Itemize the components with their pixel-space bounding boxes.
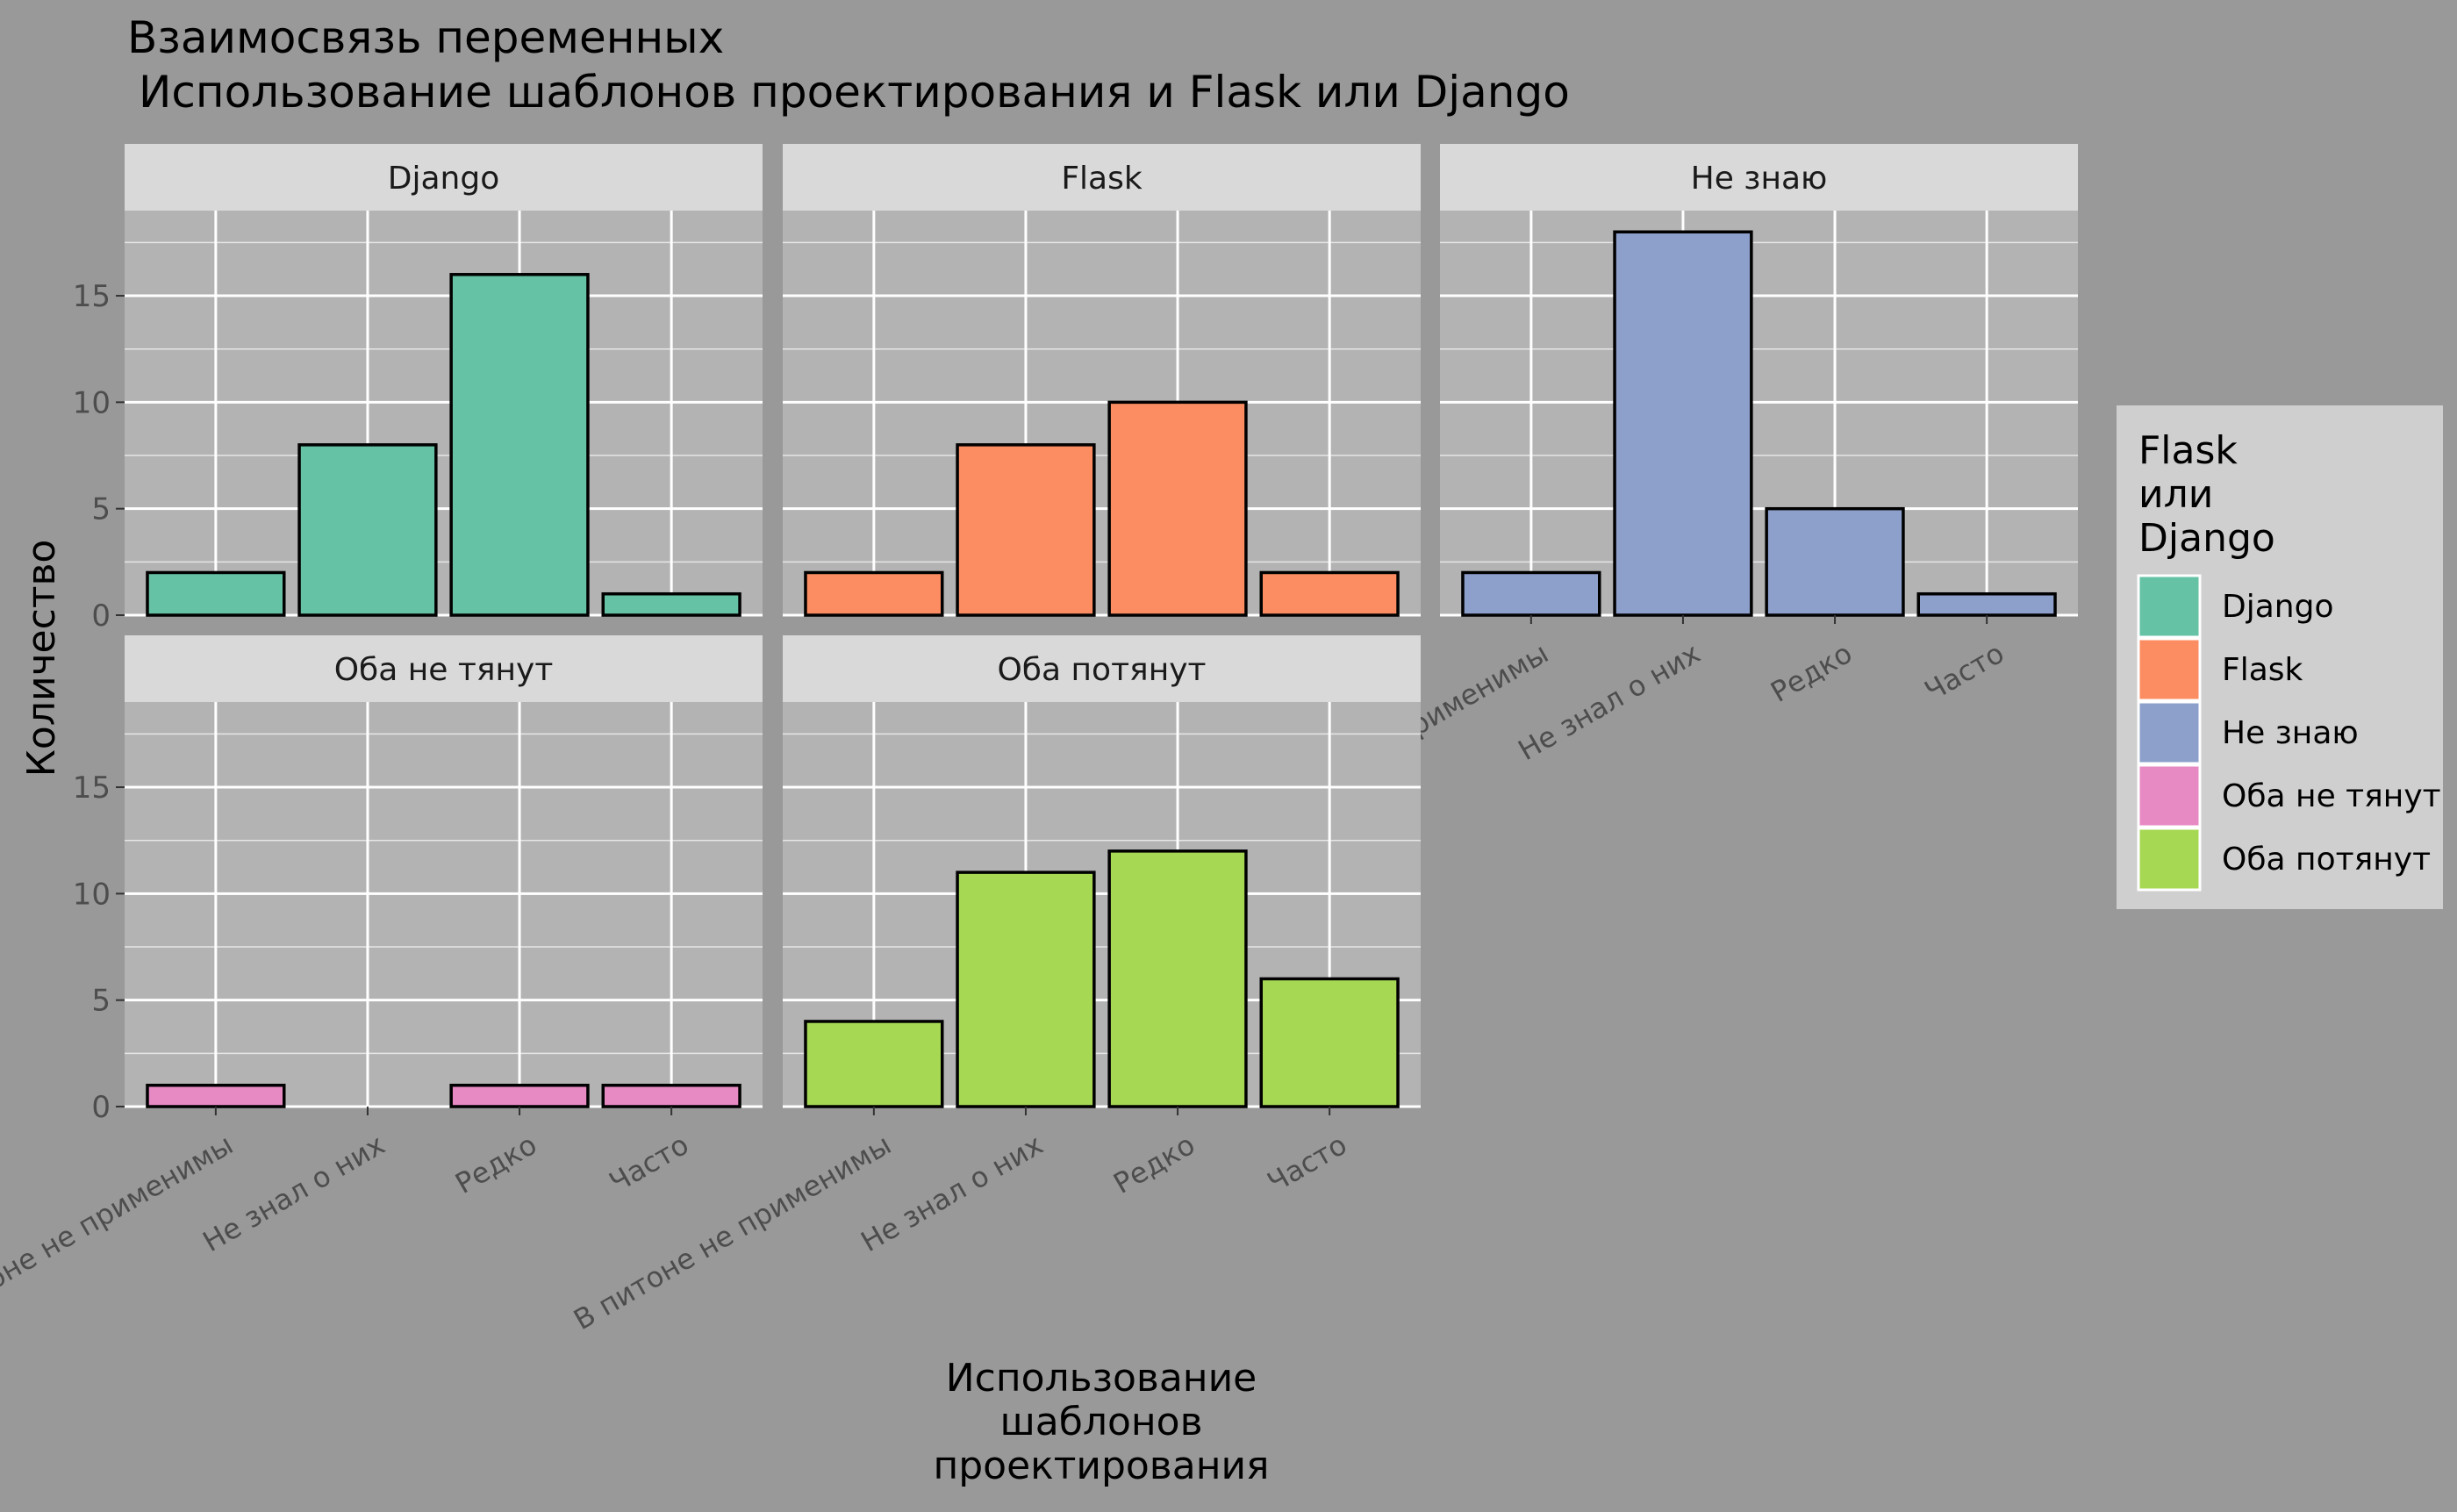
chart-title: Взаимосвязь переменных — [127, 12, 724, 63]
y-tick-label: 0 — [91, 598, 111, 634]
y-tick-label: 15 — [73, 279, 111, 314]
facet-strip-label: Django — [388, 161, 499, 197]
facet-strip — [783, 144, 1421, 211]
legend-label: Flask — [2222, 652, 2303, 688]
bar — [1916, 591, 2057, 617]
legend-swatch — [2137, 763, 2202, 828]
legend-label: Оба потянут — [2222, 842, 2431, 878]
bar — [956, 443, 1096, 617]
bar — [1765, 506, 1905, 617]
panel-background — [125, 702, 763, 1107]
bar — [804, 1020, 944, 1108]
facet-strip — [125, 144, 763, 211]
facet-strip-label: Не знаю — [1691, 161, 1828, 197]
legend-swatch — [2137, 637, 2202, 702]
legend-label: Не знаю — [2222, 715, 2359, 751]
facet-panel: Flask — [783, 144, 1421, 617]
bar — [956, 871, 1096, 1108]
bar — [146, 1083, 286, 1108]
legend-label: Django — [2222, 589, 2333, 625]
facet-strip-label: Flask — [1061, 161, 1143, 197]
bar — [449, 273, 590, 617]
legend-title-line: или — [2138, 472, 2213, 517]
panel-background — [1440, 211, 2078, 615]
bar — [1107, 400, 1248, 617]
legend-title-line: Flask — [2138, 428, 2238, 473]
legend-item: Оба не тянут — [2137, 763, 2441, 828]
y-axis-label: Количество — [19, 540, 64, 777]
legend-item: Не знаю — [2137, 700, 2359, 765]
bar — [146, 570, 286, 617]
facet-strip — [1440, 144, 2078, 211]
x-axis-label-line: Использование — [946, 1356, 1257, 1401]
chart-subtitle: Использование шаблонов проектирования и … — [139, 67, 1570, 118]
bar — [601, 591, 741, 617]
facet-strip — [783, 635, 1421, 702]
y-tick-label: 15 — [73, 770, 111, 806]
panel-background — [783, 211, 1421, 615]
legend-items: Django Flask Не знаю Оба не тянут Оба потяну… — [2137, 574, 2441, 892]
bar — [804, 570, 944, 617]
bar — [1259, 977, 1400, 1108]
y-tick-label: 10 — [73, 877, 111, 912]
legend-item: Оба потянут — [2137, 827, 2431, 892]
legend-title-line: Django — [2138, 516, 2275, 561]
legend-swatch — [2137, 574, 2202, 639]
facet-panel: Django 0 5 10 15 — [73, 144, 763, 634]
legend-item: Flask — [2137, 637, 2303, 702]
facet-strip-label: Оба не тянут — [334, 652, 554, 688]
legend-swatch — [2137, 827, 2202, 892]
bar — [601, 1083, 741, 1108]
bar — [1259, 570, 1400, 617]
bar — [449, 1083, 590, 1108]
bar — [1461, 570, 1601, 617]
bar — [1107, 849, 1248, 1108]
legend-item: Django — [2137, 574, 2333, 639]
y-tick-label: 10 — [73, 385, 111, 420]
bar — [1613, 230, 1753, 617]
facet-strip-label: Оба потянут — [997, 652, 1206, 688]
y-tick-label: 0 — [91, 1090, 111, 1125]
x-axis-label-line: проектирования — [933, 1444, 1269, 1488]
x-axis-label-line: шаблонов — [999, 1400, 1202, 1444]
bar — [297, 443, 438, 617]
facet-strip — [125, 635, 763, 702]
legend-swatch — [2137, 700, 2202, 765]
panel-background — [125, 211, 763, 615]
y-tick-label: 5 — [91, 492, 111, 527]
y-tick-label: 5 — [91, 984, 111, 1019]
legend-label: Оба не тянут — [2222, 778, 2441, 814]
